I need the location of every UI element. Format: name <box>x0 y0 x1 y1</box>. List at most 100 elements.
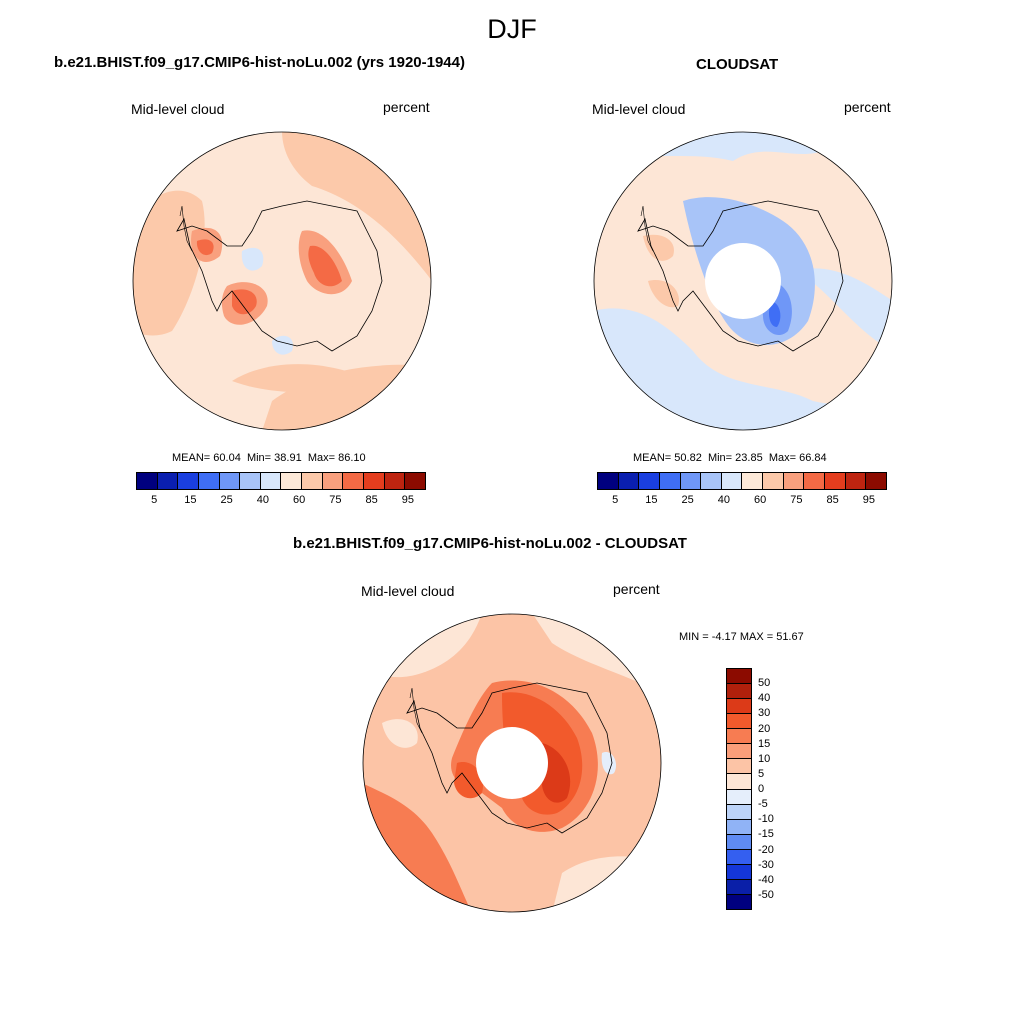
obs-panel-title: CLOUDSAT <box>696 56 779 73</box>
obs-variable-label: Mid-level cloud <box>592 101 686 117</box>
colorbar-swatch <box>598 473 619 489</box>
colorbar-tick-label: 5 <box>151 494 158 506</box>
colorbar-swatch <box>845 473 867 489</box>
colorbar-tick-label: 60 <box>293 494 306 506</box>
colorbar-tick-label: -30 <box>758 858 774 871</box>
colorbar-tick-label: -50 <box>758 888 774 901</box>
obs-units-label: percent <box>844 99 891 115</box>
colorbar-swatch <box>727 699 751 715</box>
colorbar-swatch <box>804 473 826 489</box>
colorbar-swatch <box>727 744 751 760</box>
colorbar-swatch <box>701 473 722 489</box>
colorbar-tick-label: 0 <box>758 783 765 795</box>
model-polar-map <box>132 131 432 431</box>
colorbar-swatch <box>343 473 365 489</box>
colorbar-swatch <box>618 473 640 489</box>
colorbar-swatch <box>178 473 199 489</box>
model-max-value: 86.10 <box>338 452 366 464</box>
colorbar-tick-label: 25 <box>681 494 694 506</box>
colorbar-tick-label: -5 <box>758 798 768 811</box>
figure-title: DJF <box>487 14 537 44</box>
colorbar-swatch <box>240 473 261 489</box>
colorbar-tick-label: 95 <box>862 494 875 506</box>
colorbar-tick-label: 50 <box>758 677 771 690</box>
colorbar-swatch <box>659 473 681 489</box>
colorbar-tick-label: -15 <box>758 828 774 841</box>
colorbar-swatch <box>727 669 751 685</box>
colorbar-tick-label: 15 <box>758 737 771 750</box>
colorbar-swatch <box>302 473 323 489</box>
colorbar-swatch <box>727 729 751 745</box>
colorbar-tick-label: 60 <box>754 494 767 506</box>
colorbar-swatch <box>727 849 751 865</box>
colorbar-swatch <box>384 473 406 489</box>
model-stats: MEAN= 60.04 Min= 38.91 Max= 86.10 <box>172 452 366 464</box>
colorbar-tick-label: 85 <box>826 494 839 506</box>
colorbar-tick-label: -40 <box>758 873 774 886</box>
colorbar-tick-label: 75 <box>329 494 342 506</box>
obs-max-value: 66.84 <box>799 452 827 464</box>
colorbar-swatch <box>727 774 751 790</box>
colorbar-tick-label: -20 <box>758 843 774 856</box>
model-min-value: 38.91 <box>274 452 302 464</box>
colorbar-swatch <box>322 473 344 489</box>
model-variable-label: Mid-level cloud <box>131 101 225 117</box>
colorbar-tick-label: 15 <box>645 494 658 506</box>
model-mean-value: 60.04 <box>213 452 241 464</box>
colorbar-tick-label: 5 <box>758 767 765 780</box>
colorbar-swatch <box>281 473 303 489</box>
colorbar-swatch <box>680 473 702 489</box>
colorbar-swatch <box>727 789 751 805</box>
obs-min-value: 23.85 <box>735 452 763 464</box>
model-panel-title: b.e21.BHIST.f09_g17.CMIP6-hist-noLu.002 … <box>54 54 465 71</box>
colorbar-tick-label: 25 <box>220 494 233 506</box>
colorbar-tick-label: -10 <box>758 813 774 826</box>
diff-polar-map <box>362 613 662 913</box>
obs-polar-map <box>593 131 893 431</box>
colorbar-swatch <box>763 473 784 489</box>
colorbar-swatch <box>727 834 751 850</box>
colorbar-tick-label: 15 <box>184 494 197 506</box>
colorbar-swatch <box>866 473 886 489</box>
colorbar-swatch <box>260 473 282 489</box>
colorbar-swatch <box>727 819 751 835</box>
model-min-label: Min= <box>246 452 272 464</box>
colorbar-tick-label: 5 <box>612 494 619 506</box>
model-colorbar <box>136 472 426 490</box>
colorbar-tick-label: 85 <box>365 494 378 506</box>
colorbar-tick-label: 20 <box>758 722 771 735</box>
diff-minmax: MIN = -4.17 MAX = 51.67 <box>679 631 804 643</box>
model-mean-label: MEAN= <box>172 452 211 464</box>
colorbar-swatch <box>721 473 743 489</box>
colorbar-swatch <box>157 473 179 489</box>
colorbar-swatch <box>727 804 751 820</box>
colorbar-tick-label: 10 <box>758 752 771 765</box>
obs-mean-label: MEAN= <box>633 452 672 464</box>
obs-min-label: Min= <box>707 452 733 464</box>
diff-variable-label: Mid-level cloud <box>361 583 455 599</box>
colorbar-swatch <box>727 894 751 909</box>
colorbar-swatch <box>727 864 751 880</box>
colorbar-tick-label: 30 <box>758 707 771 720</box>
colorbar-swatch <box>742 473 764 489</box>
colorbar-tick-label: 75 <box>790 494 803 506</box>
diff-panel-title: b.e21.BHIST.f09_g17.CMIP6-hist-noLu.002 … <box>293 535 687 552</box>
model-max-label: Max= <box>307 452 336 464</box>
colorbar-swatch <box>727 879 751 895</box>
diff-colorbar <box>726 668 752 910</box>
model-units-label: percent <box>383 99 430 115</box>
colorbar-swatch <box>639 473 660 489</box>
colorbar-swatch <box>727 714 751 730</box>
colorbar-swatch <box>364 473 385 489</box>
colorbar-tick-label: 40 <box>717 494 730 506</box>
colorbar-swatch <box>137 473 158 489</box>
colorbar-swatch <box>727 684 751 700</box>
obs-max-label: Max= <box>768 452 797 464</box>
obs-mean-value: 50.82 <box>674 452 702 464</box>
colorbar-swatch <box>783 473 805 489</box>
obs-stats: MEAN= 50.82 Min= 23.85 Max= 66.84 <box>633 452 827 464</box>
colorbar-swatch <box>219 473 241 489</box>
obs-colorbar <box>597 472 887 490</box>
colorbar-swatch <box>405 473 425 489</box>
colorbar-tick-label: 95 <box>401 494 414 506</box>
